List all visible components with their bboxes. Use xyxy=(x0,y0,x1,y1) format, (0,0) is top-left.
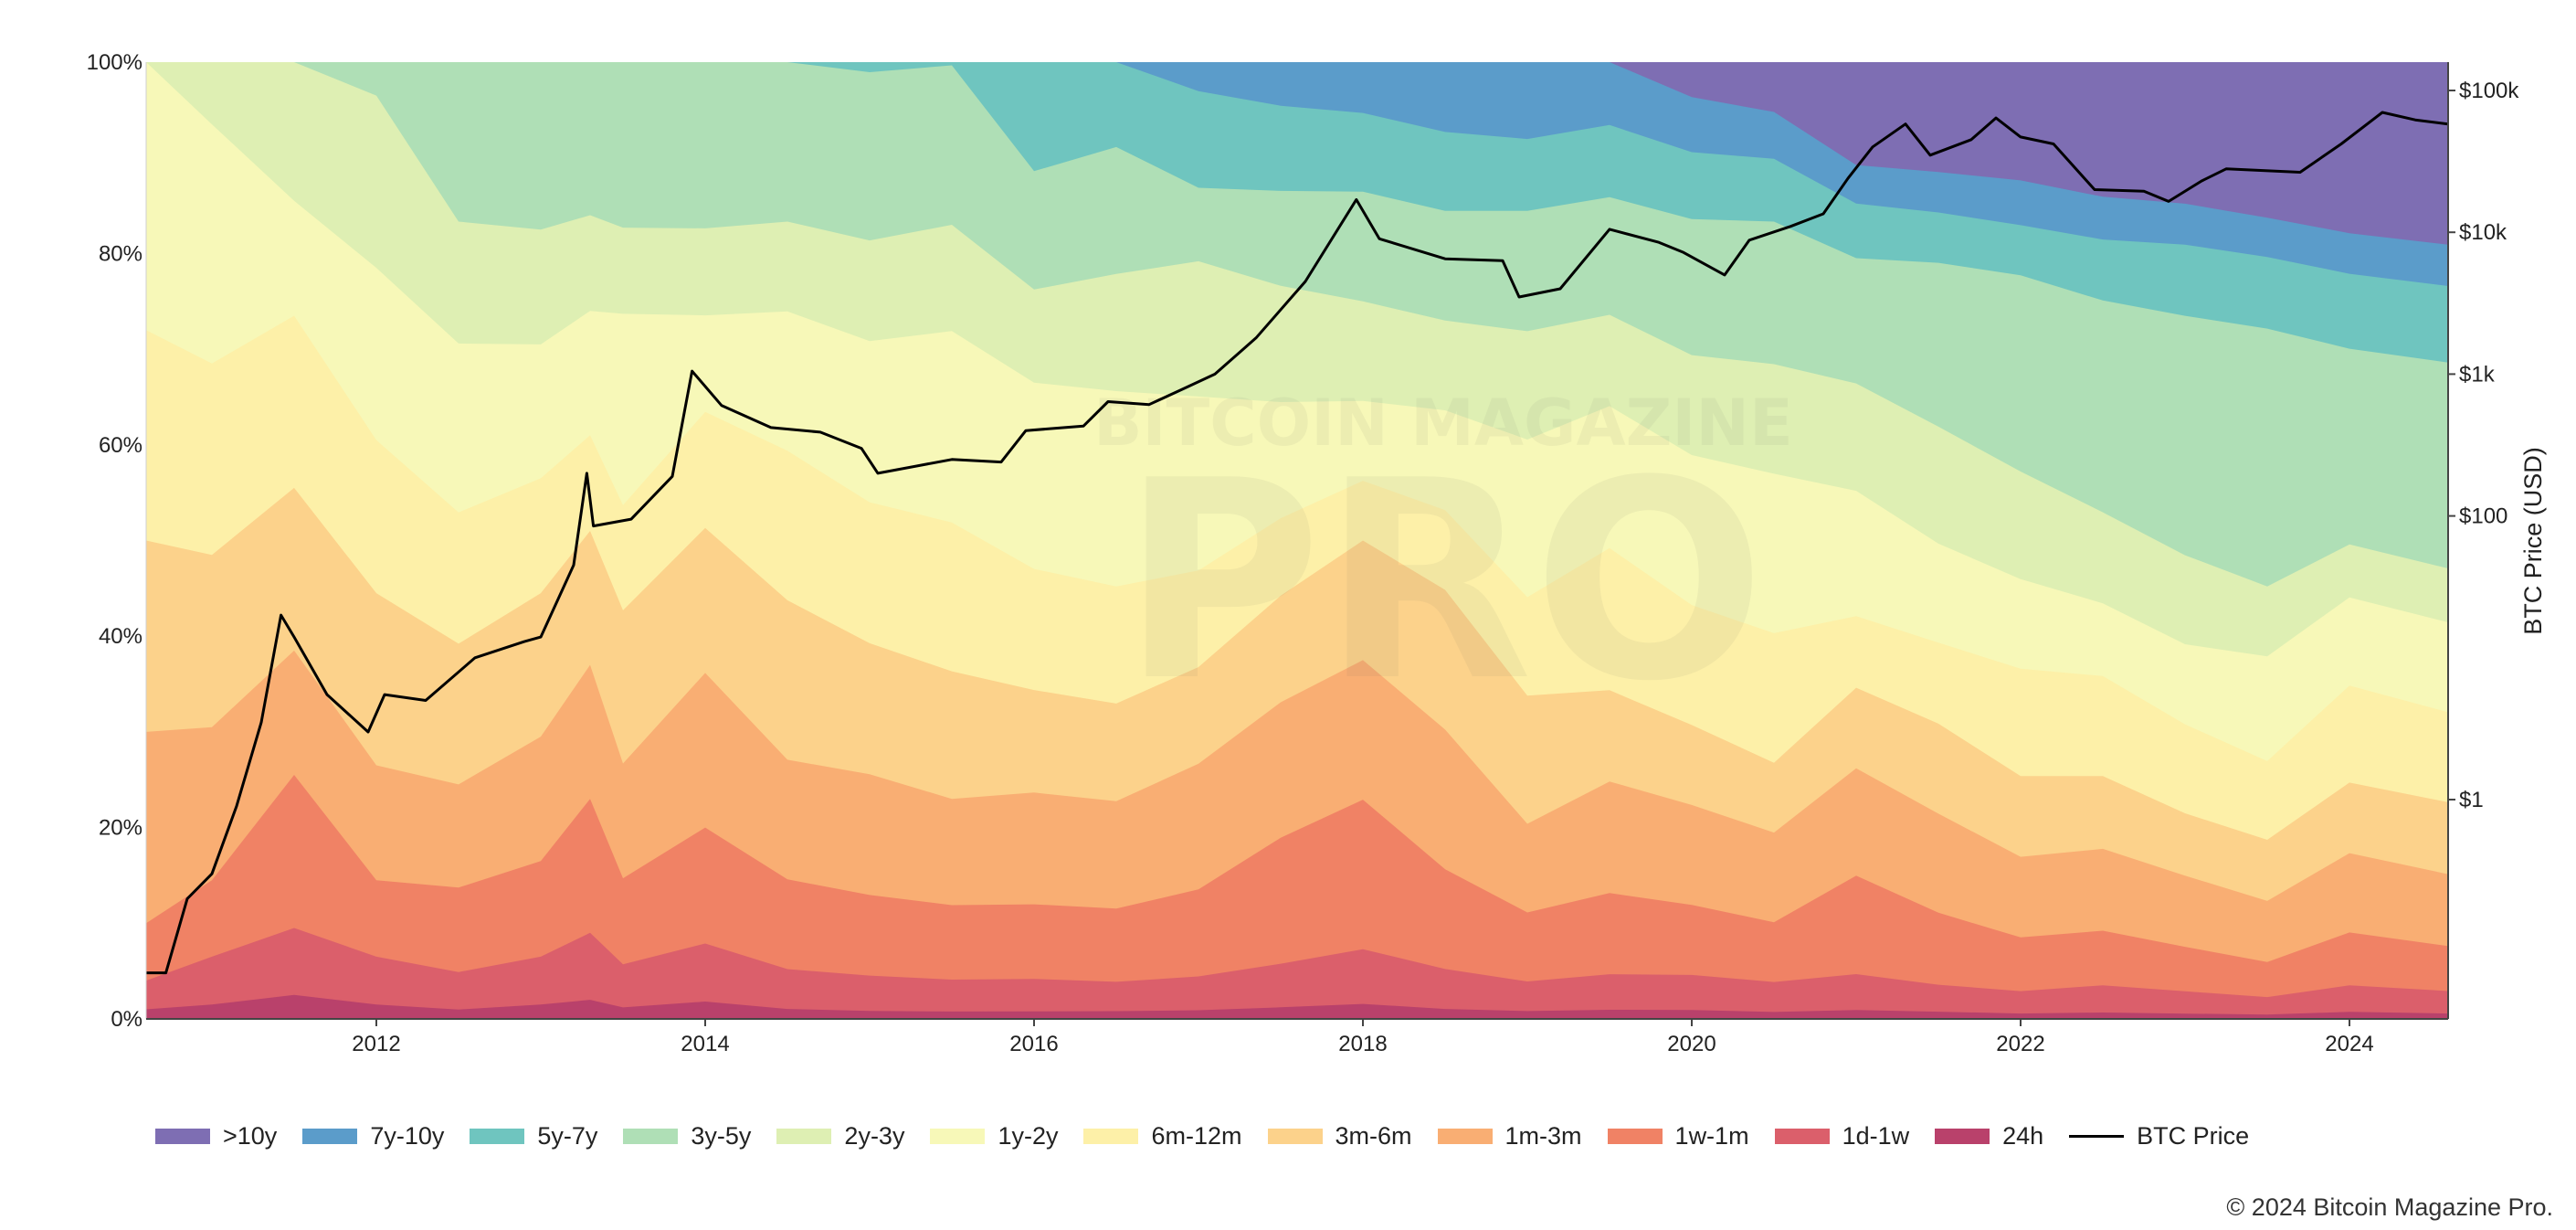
legend-line-swatch xyxy=(2069,1135,2125,1138)
x-tick-label: 2016 xyxy=(1009,1032,1058,1056)
x-tick-labels: 2012 2014 2016 2018 2020 2022 2024 xyxy=(352,1019,2374,1056)
x-tick-label: 2022 xyxy=(1996,1032,2044,1056)
legend-label: 7y-10y xyxy=(370,1122,445,1150)
legend-label: >10y xyxy=(223,1122,278,1150)
x-tick-label: 2012 xyxy=(352,1032,400,1056)
legend-label: 6m-12m xyxy=(1151,1122,1242,1150)
y2-tick-labels: $1 $100 $1k $10k $100k xyxy=(2448,79,2519,812)
legend-label: 1m-3m xyxy=(1504,1122,1582,1150)
area-1d-1w xyxy=(146,928,2448,1019)
legend-swatch xyxy=(1607,1129,1663,1144)
area-24h xyxy=(146,994,2448,1019)
y-tick-label: 60% xyxy=(99,433,143,458)
y-tick-labels: 0% 20% 40% 60% 80% 100% xyxy=(87,50,143,1032)
x-tick-label: 2020 xyxy=(1667,1032,1716,1056)
legend-item[interactable]: 1y-2y xyxy=(930,1122,1058,1150)
legend-swatch xyxy=(623,1129,679,1144)
legend-swatch xyxy=(1774,1129,1830,1144)
legend-swatch xyxy=(155,1129,210,1144)
legend-label: 5y-7y xyxy=(537,1122,598,1150)
legend-swatch xyxy=(470,1129,525,1144)
copyright: © 2024 Bitcoin Magazine Pro. xyxy=(2226,1193,2553,1221)
legend-item[interactable]: 3y-5y xyxy=(623,1122,751,1150)
legend-swatch xyxy=(1083,1129,1139,1144)
y-tick-label: 80% xyxy=(99,241,143,266)
y-tick-label: 20% xyxy=(99,816,143,841)
legend-label: 24h xyxy=(2002,1122,2044,1150)
legend-swatch xyxy=(302,1129,358,1144)
legend-swatch xyxy=(1437,1129,1493,1144)
legend-item[interactable]: 1m-3m xyxy=(1437,1122,1582,1150)
legend-label: BTC Price xyxy=(2137,1122,2250,1150)
y2-axis-title: BTC Price (USD) xyxy=(2519,447,2547,635)
watermark-line1: BITCOIN MAGAZINE xyxy=(1093,386,1793,461)
legend-label: 1d-1w xyxy=(1842,1122,1910,1150)
legend-item[interactable]: 7y-10y xyxy=(302,1122,444,1150)
legend-item[interactable]: 1d-1w xyxy=(1774,1122,1910,1150)
legend-label: 3y-5y xyxy=(691,1122,752,1150)
legend-swatch xyxy=(776,1129,832,1144)
y2-tick-label: $1k xyxy=(2459,362,2496,387)
legend-item[interactable]: 6m-12m xyxy=(1083,1122,1242,1150)
x-tick-label: 2024 xyxy=(2325,1032,2373,1056)
x-tick-label: 2018 xyxy=(1338,1032,1387,1056)
legend-swatch xyxy=(1935,1129,1990,1144)
legend-item[interactable]: >10y xyxy=(155,1122,277,1150)
legend-item[interactable]: 24h xyxy=(1935,1122,2043,1150)
y2-tick-label: $1 xyxy=(2459,788,2484,812)
stacked-areas xyxy=(146,62,2448,1019)
legend-item[interactable]: 5y-7y xyxy=(470,1122,597,1150)
legend-item[interactable]: 2y-3y xyxy=(776,1122,904,1150)
watermark: BITCOIN MAGAZINE PRO xyxy=(1093,386,1793,741)
watermark-line2: PRO xyxy=(1121,422,1766,741)
y2-tick-label: $100 xyxy=(2459,504,2507,529)
legend-label: 1y-2y xyxy=(998,1122,1059,1150)
legend-swatch xyxy=(930,1129,986,1144)
legend-item[interactable]: BTC Price xyxy=(2069,1122,2249,1150)
btc-price-line-group xyxy=(146,111,2448,975)
y-tick-label: 100% xyxy=(87,50,143,75)
y-tick-label: 0% xyxy=(111,1007,143,1032)
y2-tick-label: $10k xyxy=(2459,220,2507,245)
legend-label: 3m-6m xyxy=(1335,1122,1412,1150)
x-tick-label: 2014 xyxy=(681,1032,729,1056)
legend-swatch xyxy=(1267,1129,1323,1144)
legend-label: 1w-1m xyxy=(1674,1122,1749,1150)
legend-item[interactable]: 3m-6m xyxy=(1267,1122,1412,1150)
legend-item[interactable]: 1w-1m xyxy=(1607,1122,1749,1150)
legend-label: 2y-3y xyxy=(844,1122,905,1150)
btc-price-line xyxy=(146,111,2448,975)
legend: >10y 7y-10y 5y-7y 3y-5y 2y-3y 1y-2y 6m-12m 3m-6… xyxy=(155,1122,2275,1150)
y2-tick-label: $100k xyxy=(2459,79,2519,103)
y-tick-label: 40% xyxy=(99,624,143,649)
